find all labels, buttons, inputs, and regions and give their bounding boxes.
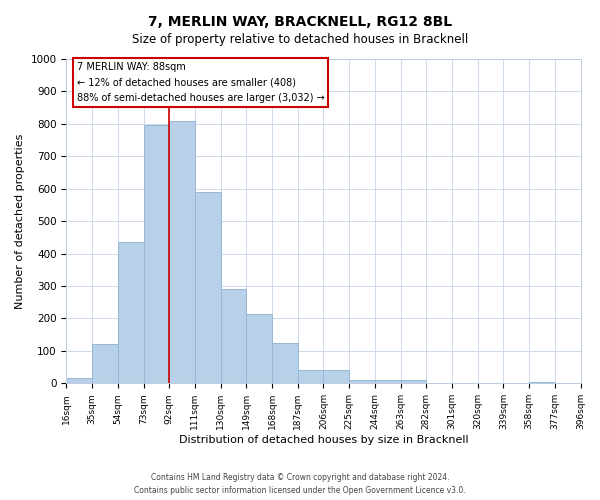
Bar xyxy=(169,120,195,384)
Bar xyxy=(298,370,323,384)
Y-axis label: Number of detached properties: Number of detached properties xyxy=(15,134,25,309)
Bar xyxy=(118,242,143,384)
Bar xyxy=(221,288,247,384)
Text: Contains HM Land Registry data © Crown copyright and database right 2024.
Contai: Contains HM Land Registry data © Crown c… xyxy=(134,474,466,495)
Text: 7 MERLIN WAY: 88sqm
← 12% of detached houses are smaller (408)
88% of semi-detac: 7 MERLIN WAY: 88sqm ← 12% of detached ho… xyxy=(77,62,325,104)
Bar xyxy=(67,378,92,384)
Bar xyxy=(195,192,221,384)
Bar xyxy=(143,126,169,384)
Bar xyxy=(247,314,272,384)
X-axis label: Distribution of detached houses by size in Bracknell: Distribution of detached houses by size … xyxy=(179,435,468,445)
Bar xyxy=(349,380,375,384)
Bar xyxy=(529,382,555,384)
Text: 7, MERLIN WAY, BRACKNELL, RG12 8BL: 7, MERLIN WAY, BRACKNELL, RG12 8BL xyxy=(148,15,452,29)
Text: Size of property relative to detached houses in Bracknell: Size of property relative to detached ho… xyxy=(132,32,468,46)
Bar xyxy=(375,380,401,384)
Bar xyxy=(323,370,349,384)
Bar xyxy=(272,343,298,384)
Bar xyxy=(92,344,118,384)
Bar xyxy=(401,380,426,384)
